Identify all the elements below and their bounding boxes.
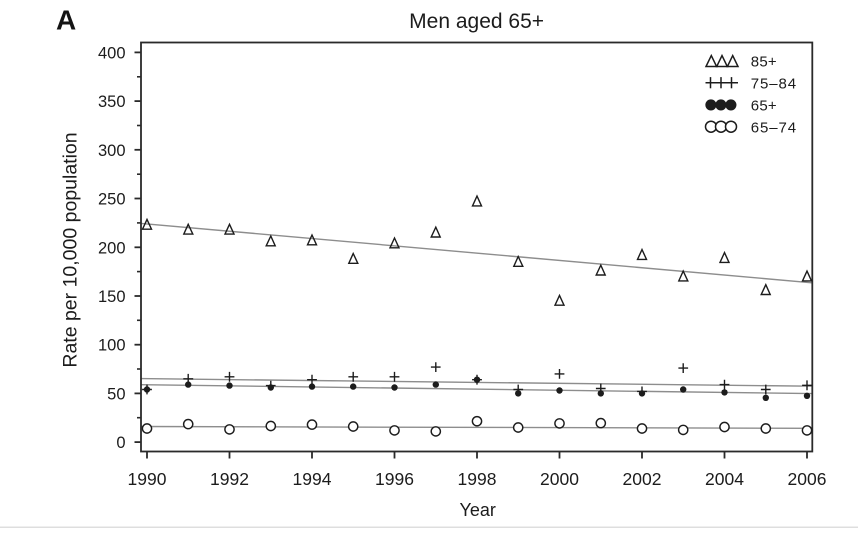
svg-text:2000: 2000 bbox=[540, 469, 579, 489]
svg-text:100: 100 bbox=[98, 337, 126, 355]
svg-text:1990: 1990 bbox=[128, 469, 167, 489]
svg-text:2002: 2002 bbox=[623, 469, 662, 489]
svg-text:Year: Year bbox=[460, 500, 496, 520]
svg-text:1996: 1996 bbox=[375, 469, 414, 489]
svg-text:0: 0 bbox=[116, 434, 125, 452]
svg-text:1994: 1994 bbox=[293, 469, 332, 489]
svg-text:Rate per 10,000 population: Rate per 10,000 population bbox=[60, 132, 82, 367]
svg-text:150: 150 bbox=[98, 288, 126, 306]
svg-text:2006: 2006 bbox=[788, 469, 827, 489]
svg-text:50: 50 bbox=[107, 385, 125, 403]
svg-text:250: 250 bbox=[98, 191, 126, 209]
svg-text:2004: 2004 bbox=[705, 469, 744, 489]
svg-text:200: 200 bbox=[98, 239, 126, 257]
svg-text:A: A bbox=[56, 5, 76, 36]
svg-text:350: 350 bbox=[98, 93, 126, 111]
svg-text:65+: 65+ bbox=[751, 97, 777, 114]
svg-text:75–84: 75–84 bbox=[751, 76, 797, 93]
svg-text:400: 400 bbox=[98, 44, 126, 62]
svg-text:1992: 1992 bbox=[210, 469, 249, 489]
svg-text:300: 300 bbox=[98, 142, 126, 160]
svg-text:85+: 85+ bbox=[751, 53, 777, 70]
svg-text:1998: 1998 bbox=[458, 469, 497, 489]
svg-text:Men aged 65+: Men aged 65+ bbox=[409, 10, 544, 33]
svg-text:65–74: 65–74 bbox=[751, 119, 797, 136]
